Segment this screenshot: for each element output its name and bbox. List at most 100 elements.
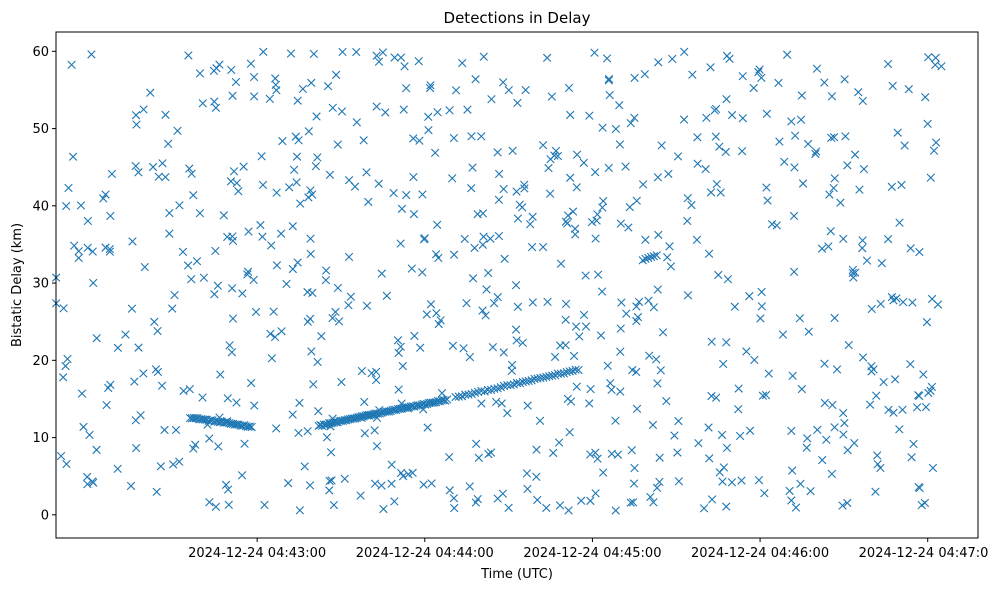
data-point	[288, 410, 297, 419]
data-point	[322, 433, 332, 442]
data-point	[630, 73, 639, 83]
data-point	[187, 275, 196, 284]
data-point	[486, 448, 496, 457]
data-point	[803, 434, 812, 443]
data-point	[670, 431, 679, 440]
data-point	[249, 92, 259, 101]
data-point	[101, 190, 110, 199]
data-point	[272, 424, 281, 433]
data-point	[843, 445, 852, 455]
data-point	[377, 481, 386, 490]
data-point	[755, 65, 764, 74]
data-point	[425, 83, 435, 93]
data-point	[478, 306, 487, 315]
data-point	[898, 405, 907, 415]
data-point	[473, 387, 483, 397]
data-point	[449, 493, 459, 503]
y-axis-title: Bistatic Delay (km)	[10, 223, 25, 347]
data-point	[877, 259, 887, 268]
data-point	[590, 167, 600, 177]
data-point	[414, 57, 423, 66]
data-point	[730, 302, 740, 311]
data-point	[458, 58, 467, 68]
data-point	[538, 140, 548, 150]
data-point	[214, 442, 223, 451]
data-point	[889, 408, 898, 417]
data-point	[813, 425, 822, 435]
data-point	[267, 354, 277, 363]
data-point	[338, 47, 347, 57]
data-point	[364, 410, 374, 420]
data-point	[616, 219, 626, 228]
data-point	[789, 267, 799, 277]
data-point	[419, 480, 428, 489]
data-point	[811, 147, 821, 156]
data-point	[419, 405, 428, 414]
data-point	[309, 380, 318, 389]
data-point	[427, 479, 436, 488]
data-point	[545, 189, 555, 198]
data-point	[630, 463, 639, 473]
data-point	[711, 132, 720, 141]
data-point	[604, 163, 613, 173]
data-point	[307, 78, 316, 88]
data-point	[314, 407, 323, 416]
data-point	[468, 163, 477, 172]
data-point	[767, 219, 777, 229]
data-point	[374, 57, 384, 66]
data-point	[394, 385, 403, 394]
data-point	[378, 48, 388, 57]
data-point	[858, 96, 868, 106]
data-point	[334, 317, 344, 326]
data-point	[572, 150, 582, 159]
data-point	[178, 247, 188, 257]
data-point	[693, 133, 702, 142]
data-point	[662, 396, 671, 406]
data-point	[317, 331, 326, 341]
data-point	[544, 163, 553, 173]
data-point	[295, 398, 304, 408]
data-point	[630, 113, 639, 122]
data-point	[551, 146, 561, 156]
data-point	[532, 472, 541, 482]
data-point	[422, 310, 432, 319]
data-point	[326, 448, 336, 457]
data-point	[189, 191, 198, 200]
data-point	[829, 133, 839, 142]
data-point	[337, 377, 346, 387]
data-point	[409, 134, 418, 143]
data-point	[822, 435, 831, 444]
data-point	[344, 252, 354, 262]
data-point	[445, 106, 454, 115]
data-point	[308, 288, 317, 298]
data-point	[224, 500, 233, 510]
data-point	[757, 73, 766, 82]
data-point	[738, 113, 748, 123]
data-point	[895, 218, 904, 227]
data-point	[858, 236, 867, 245]
data-point	[99, 194, 108, 203]
data-point	[653, 173, 663, 182]
data-point	[665, 242, 674, 251]
data-point	[789, 211, 799, 221]
data-point	[564, 506, 573, 515]
data-point	[653, 285, 662, 294]
data-point	[827, 133, 836, 143]
data-point	[382, 407, 392, 416]
data-point	[357, 366, 367, 376]
data-point	[565, 173, 575, 182]
data-point	[718, 477, 727, 486]
data-point	[372, 441, 382, 451]
data-point	[817, 244, 827, 253]
data-point	[499, 348, 508, 357]
data-point	[321, 276, 331, 285]
data-point	[226, 177, 236, 186]
data-point	[572, 183, 581, 192]
data-point	[579, 310, 589, 320]
data-point	[243, 267, 253, 276]
data-point	[105, 244, 114, 254]
data-point	[788, 371, 797, 381]
data-point	[533, 495, 542, 505]
data-point	[673, 448, 682, 457]
data-point	[477, 132, 486, 141]
